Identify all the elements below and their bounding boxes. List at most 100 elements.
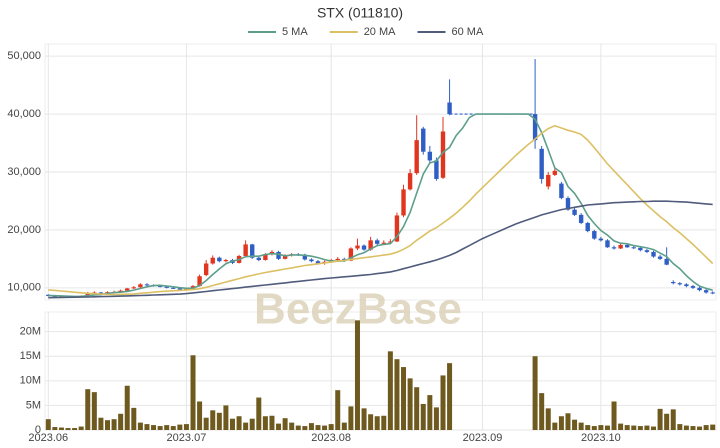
- volume-bar: [578, 422, 584, 430]
- volume-bar: [328, 424, 334, 430]
- volume-bar: [197, 401, 203, 430]
- candle-body: [171, 287, 176, 289]
- volume-bar: [710, 424, 716, 430]
- candle-body: [203, 263, 209, 276]
- legend-label: 20 MA: [364, 26, 396, 38]
- candle-body: [546, 174, 551, 187]
- volume-bar: [604, 425, 610, 430]
- volume-bar: [269, 415, 275, 430]
- candle-body: [421, 128, 426, 152]
- volume-bar: [118, 413, 124, 430]
- candle-body: [624, 244, 630, 248]
- candle-body: [335, 258, 340, 261]
- volume-bar: [223, 405, 229, 430]
- x-tick-label: 2023.09: [463, 432, 503, 444]
- candle-body: [223, 260, 229, 262]
- volume-bar: [58, 427, 64, 430]
- volume-bar: [137, 422, 143, 430]
- volume-bar: [98, 417, 104, 430]
- volume-bar: [368, 414, 374, 430]
- volume-bar: [690, 426, 696, 430]
- volume-bar: [677, 424, 683, 430]
- volume-bar: [558, 416, 564, 430]
- volume-bar: [216, 412, 222, 430]
- volume-bar: [65, 428, 71, 430]
- volume-bar: [414, 387, 420, 430]
- candle-body: [631, 247, 636, 249]
- candle-body: [98, 292, 104, 294]
- volume-bar: [545, 408, 551, 430]
- candle-body: [131, 287, 137, 289]
- candle-body: [210, 257, 215, 264]
- candle-body: [157, 286, 163, 288]
- volume-bar: [348, 406, 354, 430]
- y-tick-label: 10M: [20, 375, 41, 387]
- volume-bar: [637, 426, 643, 430]
- candle-body: [598, 238, 604, 241]
- volume-bar: [315, 425, 321, 430]
- candle-body: [677, 283, 683, 285]
- x-tick-label: 2023.10: [581, 432, 621, 444]
- volume-bar: [256, 397, 262, 430]
- candle-body: [552, 170, 558, 175]
- volume-bar: [124, 385, 130, 430]
- candle-body: [243, 244, 248, 256]
- volume-bar: [354, 320, 360, 430]
- volume-bar: [289, 422, 295, 430]
- candle-body: [690, 286, 696, 288]
- volume-bar: [683, 425, 689, 430]
- volume-bar: [190, 355, 196, 430]
- volume-bar: [644, 425, 650, 430]
- candle-body: [302, 254, 308, 260]
- volume-bar: [361, 408, 367, 430]
- candle-body: [282, 255, 288, 259]
- y-tick-label: 20,000: [7, 224, 41, 236]
- candle-body: [164, 286, 169, 288]
- legend: 5 MA 20 MA 60 MA: [248, 26, 484, 38]
- volume-bar: [295, 425, 301, 430]
- candle-body: [250, 244, 255, 258]
- candle-body: [144, 284, 150, 286]
- y-tick-label: 20M: [20, 326, 41, 338]
- volume-bar: [91, 392, 97, 430]
- volume-bar: [72, 428, 78, 430]
- y-tick-label: 15M: [20, 350, 41, 362]
- volume-bar: [262, 416, 268, 430]
- candle-body: [309, 259, 314, 262]
- volume-bar: [374, 416, 380, 430]
- volume-bar: [703, 425, 709, 430]
- volume-bar: [381, 415, 387, 430]
- chart-title: STX (011810): [317, 5, 403, 21]
- volume-bar: [565, 413, 571, 430]
- volume-bar: [144, 424, 150, 430]
- volume-bar: [407, 378, 413, 430]
- candle-body: [177, 288, 183, 290]
- candle-body: [440, 131, 446, 178]
- volume-bar: [157, 426, 163, 430]
- candle-body: [684, 284, 689, 287]
- candle-body: [125, 288, 130, 291]
- candle-body: [697, 287, 702, 291]
- volume-bar: [552, 422, 558, 430]
- volume-bar: [591, 426, 597, 430]
- candle-body: [585, 222, 590, 232]
- volume-bar: [177, 424, 183, 430]
- candle-body: [256, 257, 261, 261]
- volume-bar: [657, 408, 663, 430]
- volume-bar: [401, 367, 407, 430]
- candle-body: [375, 240, 380, 244]
- volume-bar: [394, 359, 400, 430]
- y-tick-label: 5M: [26, 399, 41, 411]
- x-tick-label: 2023.06: [28, 432, 68, 444]
- volume-bar: [85, 389, 91, 430]
- ma-line: [48, 113, 713, 298]
- y-tick-label: 50,000: [7, 50, 41, 62]
- candle-body: [671, 282, 676, 284]
- candle-body: [368, 240, 373, 250]
- volume-bar: [243, 422, 249, 430]
- candle-body: [605, 240, 610, 248]
- volume-bar: [651, 426, 657, 430]
- volume-bar: [203, 417, 209, 430]
- candle-body: [651, 251, 656, 257]
